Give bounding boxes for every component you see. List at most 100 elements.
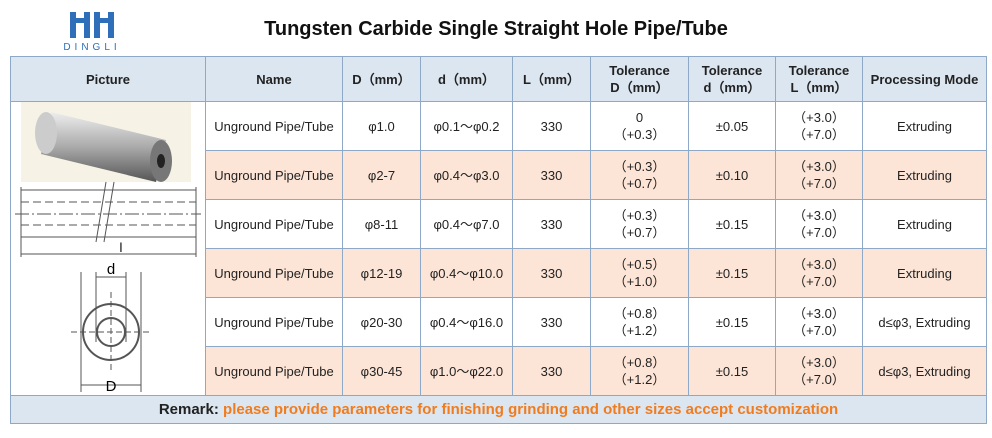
- cell-line: （+1.0）: [613, 274, 666, 289]
- cell-line: Extruding: [897, 167, 952, 183]
- table-row: Unground Pipe/Tube φ30-45 φ1.0～φ22.0 330 （+0…: [11, 346, 987, 396]
- cell-line: （+3.0）: [793, 306, 845, 321]
- table-cell: 330: [512, 248, 591, 298]
- cell-line: Extruding: [897, 265, 952, 281]
- cell-line: 0: [635, 110, 644, 125]
- label-d: d: [107, 261, 115, 278]
- header-cell: Tolerance d（mm）: [688, 56, 776, 102]
- table-cell: （+0.3） （+0.7）: [590, 199, 689, 249]
- cell-line: Picture: [85, 71, 131, 87]
- cell-line: L（mm）: [790, 80, 848, 95]
- remark-row: Remark: please provide parameters for fi…: [10, 395, 987, 424]
- table-cell: 330: [512, 150, 591, 200]
- header-cell: D（mm）: [342, 56, 421, 102]
- cell-line: Unground Pipe/Tube: [214, 167, 334, 183]
- cell-line: Unground Pipe/Tube: [214, 363, 334, 379]
- cell-line: （+0.7）: [613, 176, 666, 191]
- table-cell: Unground Pipe/Tube: [205, 297, 343, 347]
- cell-line: d≤φ3, Extruding: [878, 314, 971, 330]
- cell-line: （+0.8）: [613, 306, 666, 321]
- cell-line: （+1.2）: [613, 323, 666, 338]
- table-cell: ±0.05: [688, 101, 776, 151]
- table-cell: 0 （+0.3）: [590, 101, 689, 151]
- cell-line: （+7.0）: [793, 176, 845, 191]
- title: Tungsten Carbide Single Straight Hole Pi…: [264, 18, 728, 40]
- cell-line: （+7.0）: [793, 274, 845, 289]
- table-cell: φ1.0: [342, 101, 421, 151]
- logo: DINGLI: [63, 12, 120, 53]
- cell-line: （+3.0）: [793, 159, 845, 174]
- table-cell: ±0.15: [688, 248, 776, 298]
- label-l: l: [120, 240, 123, 255]
- remark-label: Remark:: [158, 401, 219, 418]
- header-cell: d（mm）: [420, 56, 513, 102]
- table-cell: ±0.15: [688, 297, 776, 347]
- table-row: Unground Pipe/Tube φ2-7 φ0.4～φ3.0 330 （+0.3）…: [11, 150, 987, 200]
- table-cell: （+3.0） （+7.0）: [775, 346, 863, 396]
- cell-line: （+0.3）: [613, 159, 666, 174]
- header-cell: Tolerance L（mm）: [775, 56, 863, 102]
- cell-line: （+7.0）: [793, 372, 845, 387]
- cell-line: φ8-11: [364, 216, 399, 232]
- cell-line: D（mm）: [610, 80, 669, 95]
- table-cell: 330: [512, 199, 591, 249]
- cell-line: L（mm）: [522, 71, 581, 87]
- table-cell: Unground Pipe/Tube: [205, 346, 343, 396]
- table-cell: Unground Pipe/Tube: [205, 150, 343, 200]
- cell-line: （+0.3）: [613, 127, 666, 142]
- table-cell: φ0.4～φ7.0: [420, 199, 513, 249]
- table-cell: ±0.10: [688, 150, 776, 200]
- cell-line: φ12-19: [360, 265, 403, 281]
- cell-line: ±0.15: [715, 265, 749, 281]
- table-cell: φ20-30: [342, 297, 421, 347]
- table-cell: ±0.15: [688, 346, 776, 396]
- cell-line: Extruding: [897, 118, 952, 134]
- cell-line: （+7.0）: [793, 323, 845, 338]
- table-cell: Extruding: [862, 150, 987, 200]
- cell-line: （+7.0）: [793, 225, 845, 240]
- cell-line: （+0.7）: [613, 225, 666, 240]
- cell-line: （+1.2）: [613, 372, 666, 387]
- table-cell: d≤φ3, Extruding: [862, 297, 987, 347]
- cell-line: Unground Pipe/Tube: [214, 265, 334, 281]
- table-cell: φ12-19: [342, 248, 421, 298]
- table-cell: φ0.4～φ16.0: [420, 297, 513, 347]
- cell-line: （+0.3）: [613, 208, 666, 223]
- cell-line: φ1.0～φ22.0: [429, 363, 504, 379]
- logo-text: DINGLI: [63, 42, 120, 53]
- table-cell: Extruding: [862, 248, 987, 298]
- table-cell: 330: [512, 346, 591, 396]
- table-cell: φ8-11: [342, 199, 421, 249]
- cell-line: φ20-30: [360, 314, 403, 330]
- table-cell: （+3.0） （+7.0）: [775, 101, 863, 151]
- cell-line: Unground Pipe/Tube: [214, 314, 334, 330]
- cell-line: Extruding: [897, 216, 952, 232]
- cell-line: （+7.0）: [793, 127, 845, 142]
- cell-line: Tolerance: [788, 63, 850, 78]
- cell-line: φ2-7: [367, 167, 396, 183]
- table-cell: Unground Pipe/Tube: [205, 248, 343, 298]
- table-cell: Extruding: [862, 101, 987, 151]
- table-cell: ±0.15: [688, 199, 776, 249]
- table-cell: φ2-7: [342, 150, 421, 200]
- cell-line: 330: [540, 363, 563, 379]
- table-cell: （+0.8） （+1.2）: [590, 297, 689, 347]
- table-cell: φ0.4～φ3.0: [420, 150, 513, 200]
- table-row: Unground Pipe/Tube φ20-30 φ0.4～φ16.0 330 （+0…: [11, 297, 987, 347]
- header-row: Picture Name D（mm） d（mm） L（mm） Tolerance D（mm）…: [10, 56, 987, 102]
- cell-line: Tolerance: [609, 63, 670, 78]
- cell-line: d（mm）: [437, 71, 496, 87]
- cell-line: φ0.4～φ16.0: [429, 314, 504, 330]
- header-cell: Name: [205, 56, 343, 102]
- cell-line: （+3.0）: [793, 355, 845, 370]
- product-picture: d l D: [15, 102, 201, 395]
- cell-line: （+3.0）: [793, 257, 845, 272]
- cell-line: 330: [540, 216, 563, 232]
- table-cell: Unground Pipe/Tube: [205, 101, 343, 151]
- cell-line: φ0.4～φ3.0: [433, 167, 500, 183]
- cell-line: d≤φ3, Extruding: [878, 363, 971, 379]
- header-cell: Processing Mode: [862, 56, 987, 102]
- cell-line: φ30-45: [360, 363, 403, 379]
- table-cell: （+0.3） （+0.7）: [590, 150, 689, 200]
